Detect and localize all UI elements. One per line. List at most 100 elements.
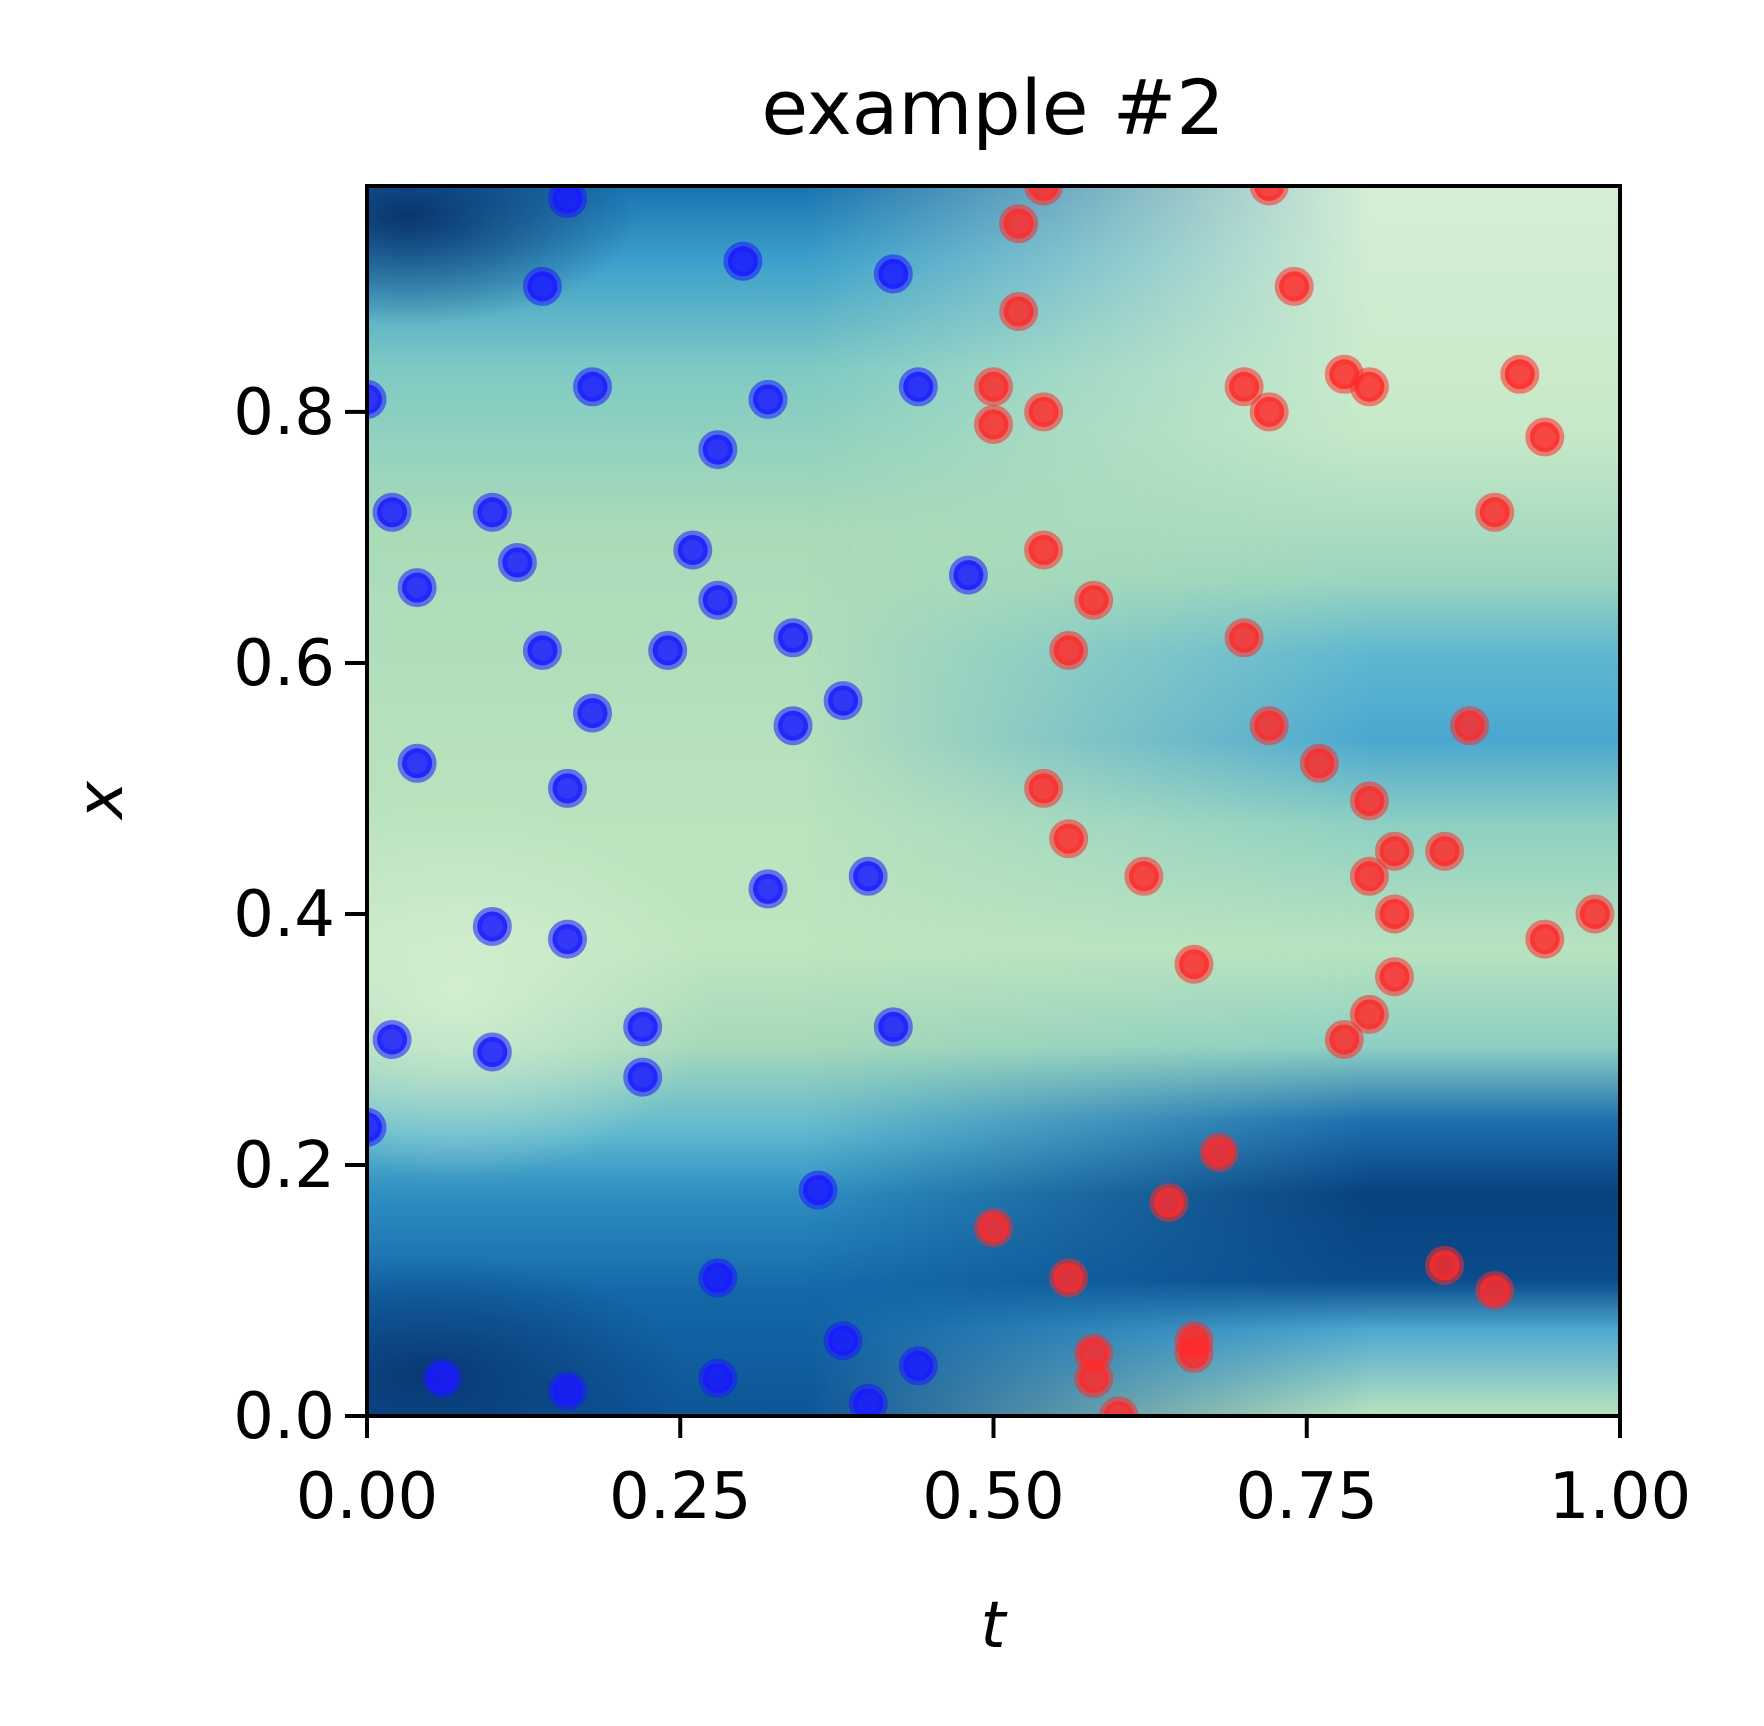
blue-point	[472, 1032, 512, 1072]
blue-point	[548, 1371, 587, 1411]
blue-point	[372, 492, 412, 532]
red-point	[1274, 266, 1314, 306]
red-point	[1024, 392, 1064, 432]
x-tick-label: 1.00	[1549, 1460, 1692, 1534]
red-point	[1375, 894, 1414, 934]
blue-point	[823, 681, 863, 721]
blue-point	[748, 379, 788, 419]
red-point	[1224, 367, 1264, 407]
red-point	[1575, 894, 1615, 934]
heatmap-background	[367, 186, 1620, 1416]
blue-point	[397, 743, 437, 783]
blue-point	[698, 430, 738, 470]
red-series	[974, 186, 1615, 1416]
red-point	[1525, 919, 1565, 959]
blue-point	[573, 367, 612, 407]
red-point	[1425, 831, 1465, 871]
red-point	[1375, 831, 1414, 871]
red-point	[1049, 630, 1089, 670]
blue-point	[698, 1358, 738, 1398]
red-point	[1024, 768, 1064, 808]
blue-point	[548, 186, 587, 219]
blue-point	[673, 530, 713, 570]
blue-point	[422, 1358, 462, 1398]
blue-point	[367, 1107, 387, 1147]
blue-point	[497, 543, 537, 582]
red-point	[1049, 1258, 1089, 1298]
red-point	[1074, 1358, 1114, 1398]
blue-point	[873, 1007, 913, 1047]
red-point	[1375, 957, 1414, 997]
red-point	[1249, 186, 1289, 206]
blue-point	[823, 1321, 863, 1361]
blue-point	[522, 630, 562, 670]
blue-point	[472, 907, 512, 946]
blue-point	[798, 1170, 838, 1210]
blue-series	[367, 186, 988, 1416]
red-point	[1349, 994, 1389, 1034]
red-point	[1024, 530, 1064, 570]
blue-point	[698, 1258, 738, 1298]
y-tick-label: 0.2	[233, 1129, 335, 1203]
red-point	[974, 367, 1013, 407]
blue-point	[898, 367, 938, 407]
x-axis: 0.00 0.25 0.50 0.75 1.00	[296, 1416, 1692, 1534]
y-axis-label: x	[64, 780, 138, 821]
red-point	[1349, 856, 1389, 896]
red-point	[1074, 580, 1114, 620]
chart-title: example #2	[761, 63, 1224, 152]
x-tick-label: 0.25	[609, 1460, 752, 1534]
blue-point	[773, 706, 813, 746]
red-point	[1124, 856, 1164, 896]
heatmap-light-left	[367, 799, 717, 1180]
blue-point	[573, 693, 612, 733]
red-point	[1049, 819, 1089, 859]
red-point	[1149, 1183, 1189, 1223]
y-tick-label: 0.6	[233, 627, 335, 701]
blue-point	[773, 618, 813, 658]
x-tick-label: 0.00	[296, 1460, 439, 1534]
red-point	[1249, 392, 1289, 432]
x-tick-label: 0.75	[1236, 1460, 1379, 1534]
red-point	[1199, 1132, 1239, 1172]
x-axis-label: t	[980, 1589, 1008, 1663]
blue-point	[548, 768, 587, 808]
blue-point	[873, 254, 913, 294]
red-point	[974, 405, 1013, 444]
heatmap-dark-top-left	[367, 186, 637, 326]
red-point	[999, 204, 1039, 244]
red-point	[1450, 706, 1490, 746]
red-point	[1174, 944, 1214, 984]
red-point	[1324, 1020, 1364, 1059]
blue-point	[723, 241, 763, 281]
blue-point	[698, 580, 738, 620]
red-point	[1024, 186, 1064, 206]
blue-point	[948, 555, 988, 595]
y-axis: 0.0 0.2 0.4 0.6 0.8	[233, 376, 367, 1454]
blue-point	[648, 630, 688, 670]
blue-point	[848, 1383, 888, 1416]
blue-point	[372, 1020, 412, 1059]
blue-point	[898, 1346, 938, 1386]
x-tick-label: 0.50	[922, 1460, 1065, 1534]
blue-point	[548, 919, 587, 959]
y-tick-label: 0.0	[233, 1380, 335, 1454]
blue-point	[623, 1007, 663, 1047]
blue-point	[367, 379, 387, 419]
blue-point	[472, 492, 512, 532]
blue-point	[397, 568, 437, 608]
red-point	[1500, 354, 1540, 394]
y-tick-label: 0.8	[233, 376, 335, 450]
red-point	[1174, 1333, 1214, 1373]
red-point	[1224, 618, 1264, 658]
red-point	[1249, 706, 1289, 746]
red-point	[1299, 743, 1339, 783]
red-point	[1525, 417, 1565, 457]
blue-point	[522, 266, 562, 306]
blue-point	[748, 869, 788, 909]
red-point	[1425, 1245, 1465, 1285]
red-point	[974, 1208, 1013, 1248]
plot-area	[367, 186, 1620, 1416]
red-point	[1349, 781, 1389, 821]
